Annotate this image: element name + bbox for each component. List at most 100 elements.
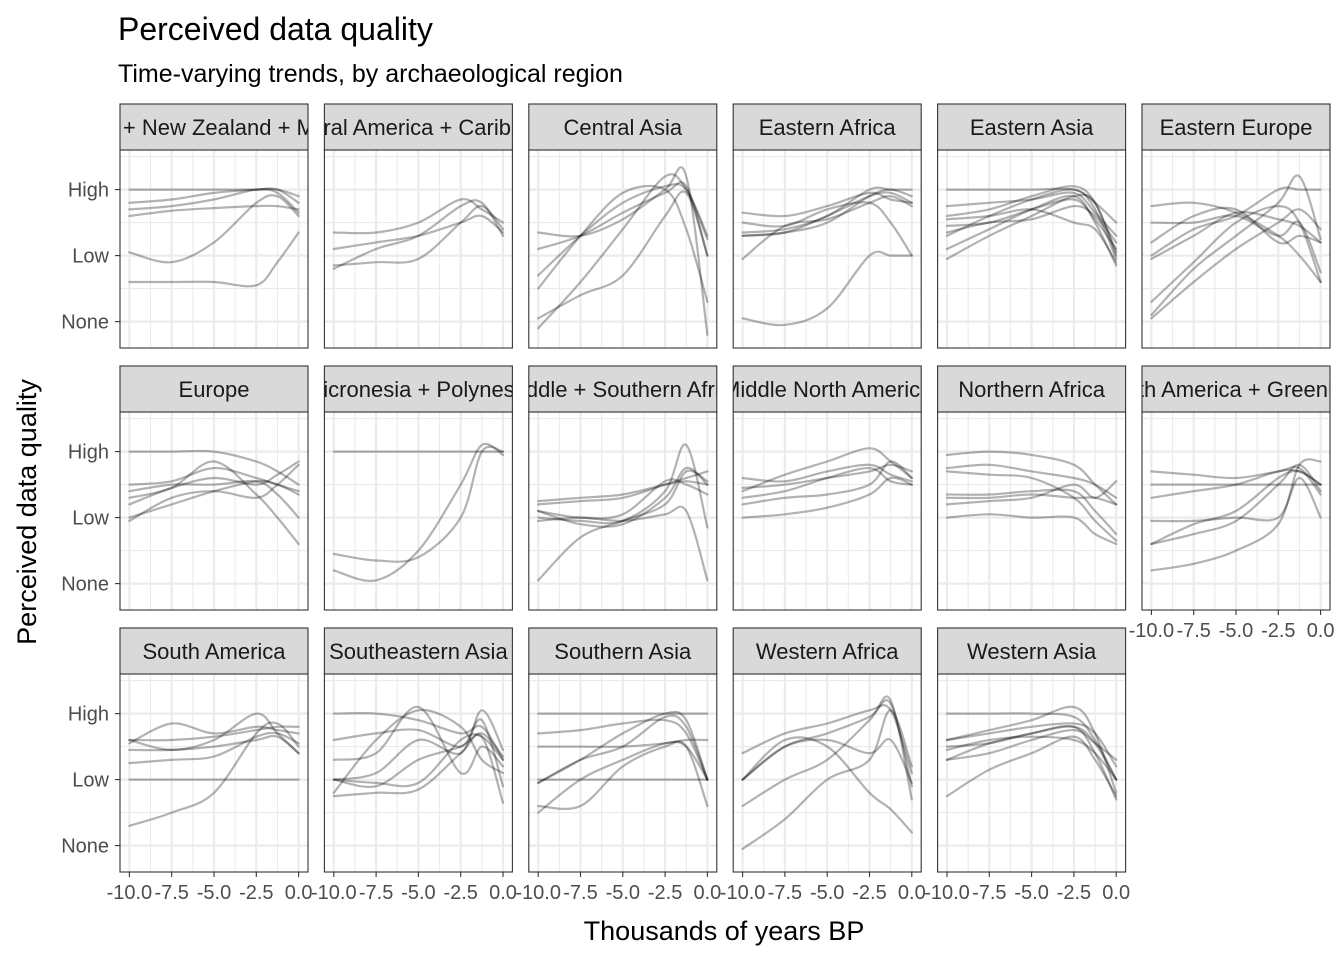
series-line — [945, 193, 1118, 260]
series-line — [945, 450, 1118, 506]
series-line — [945, 722, 1118, 768]
facet-strip — [732, 627, 922, 675]
series-line — [945, 712, 1118, 781]
series-line — [1150, 465, 1322, 496]
y-tick-label: None — [61, 574, 109, 596]
chart-subtitle: Time-varying trends, by archaeological r… — [118, 60, 623, 88]
facet-panel: Eastern Asia — [937, 103, 1127, 349]
x-tick-label: -2.5 — [1057, 882, 1091, 904]
series-line — [332, 733, 505, 804]
facet-strip-label: Australia + New Zealand + Melanesia — [31, 115, 397, 140]
facet-strip-label: Central Asia — [563, 115, 682, 140]
series-line — [128, 734, 300, 755]
x-tick-label: -10.0 — [515, 882, 561, 904]
x-tick-label: -2.5 — [852, 882, 886, 904]
facet-panel: Northern Africa — [937, 365, 1127, 611]
series-line — [1150, 458, 1322, 572]
series-line — [945, 724, 1118, 801]
series-line — [537, 718, 709, 781]
x-tick-label: -10.0 — [1129, 620, 1175, 642]
x-tick-label: -5.0 — [197, 882, 231, 904]
facet-panel: Southern Asia -10.0 -7.5 -5.0 -2.5 0.0 — [515, 627, 721, 904]
facet-panel: North America + Greenland -10.0 -7.5 -5.0 -2… — [1129, 365, 1335, 642]
series-line — [128, 187, 300, 204]
facet-strip-label: Central America + Caribbean — [277, 115, 560, 140]
series-line — [1150, 211, 1322, 260]
series-line — [537, 466, 709, 528]
series-line — [1150, 476, 1322, 523]
facet-panel: Australia + New Zealand + Melanesia None L… — [31, 103, 397, 349]
facet-strip-label: Eastern Africa — [759, 115, 897, 140]
series-line — [945, 493, 1118, 506]
series-line — [128, 731, 300, 765]
series-line — [128, 463, 300, 522]
facet-strip — [119, 627, 309, 675]
y-axis-title: Perceived data quality — [12, 379, 42, 645]
series-line — [537, 166, 709, 336]
y-tick-label: High — [68, 180, 109, 202]
series-line — [128, 721, 300, 827]
series-line — [741, 699, 913, 788]
series-line — [128, 725, 300, 742]
series-line — [741, 191, 913, 237]
series-line — [537, 173, 709, 330]
series-line — [741, 709, 913, 850]
series-line — [945, 513, 1118, 546]
series-line — [332, 442, 505, 582]
series-line — [1150, 214, 1322, 274]
panel-series — [741, 447, 913, 519]
series-line — [741, 460, 913, 506]
x-tick-label: -2.5 — [443, 882, 477, 904]
series-line — [332, 445, 505, 563]
series-line — [1150, 208, 1322, 320]
series-line — [945, 463, 1118, 499]
facet-strip — [528, 103, 718, 151]
series-line — [741, 188, 913, 237]
x-tick-label: 0.0 — [285, 882, 313, 904]
panel-series — [332, 705, 505, 804]
series-line — [332, 732, 505, 789]
series-line — [128, 188, 300, 214]
series-line — [128, 722, 300, 745]
x-tick-label: 0.0 — [898, 882, 926, 904]
x-tick-label: -2.5 — [239, 882, 273, 904]
facet-panel: Europe None Low High — [61, 365, 309, 611]
series-line — [741, 463, 913, 483]
facet-panel: Western Africa -10.0 -7.5 -5.0 -2.5 0.0 — [720, 627, 926, 904]
x-tick-label: 0.0 — [1307, 620, 1335, 642]
series-line — [1150, 463, 1322, 546]
facet-panel: South America None Low High -10.0 -7.5 -5.0 -2.… — [61, 627, 313, 904]
series-line — [537, 738, 709, 748]
series-line — [945, 735, 1118, 798]
x-tick-label: -5.0 — [1219, 620, 1253, 642]
x-tick-label: -5.0 — [1014, 882, 1048, 904]
facet-strip-label: Southern Asia — [554, 639, 692, 664]
series-line — [741, 201, 913, 257]
series-line — [741, 186, 913, 234]
panel-series — [128, 187, 300, 288]
panel-series — [945, 185, 1118, 267]
series-line — [945, 208, 1118, 264]
series-line — [741, 704, 913, 775]
y-tick-label: None — [61, 312, 109, 334]
y-tick-label: High — [68, 704, 109, 726]
series-line — [537, 469, 709, 582]
series-line — [945, 198, 1118, 251]
facet-strip — [1141, 103, 1331, 151]
facet-strip — [937, 103, 1127, 151]
series-line — [945, 705, 1118, 794]
facet-strip — [528, 627, 718, 675]
x-tick-label: -7.5 — [563, 882, 597, 904]
facet-panel: Central Asia — [528, 103, 718, 349]
series-line — [1150, 469, 1322, 546]
panel-series — [128, 712, 300, 827]
series-line — [945, 735, 1118, 781]
series-line — [537, 505, 709, 582]
x-tick-label: 0.0 — [489, 882, 517, 904]
series-line — [332, 709, 505, 781]
series-line — [741, 191, 913, 218]
facet-panel: Middle + Southern Africa — [528, 365, 718, 611]
series-line — [741, 476, 913, 519]
y-tick-label: Low — [72, 508, 109, 530]
series-line — [537, 480, 709, 503]
